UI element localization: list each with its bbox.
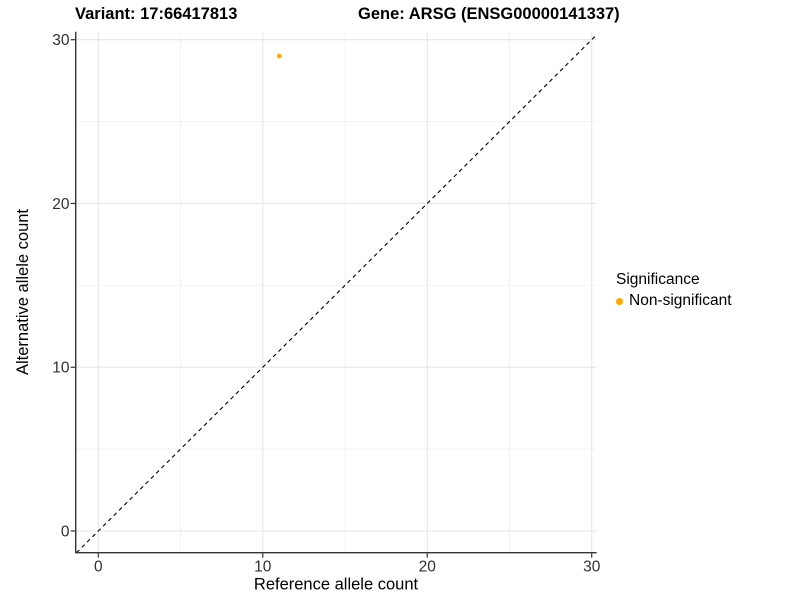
gridlines-major xyxy=(75,31,597,553)
identity-dashed-line xyxy=(76,34,598,554)
identity-line xyxy=(76,34,598,554)
gridlines-minor xyxy=(75,31,597,553)
data-points xyxy=(276,53,282,59)
legend-title: Significance xyxy=(616,271,700,288)
x-axis-title: Reference allele count xyxy=(254,576,419,594)
variant-title: Variant: 17:66417813 xyxy=(75,5,238,23)
gene-title: Gene: ARSG (ENSG00000141337) xyxy=(358,5,620,23)
x-tick-label: 20 xyxy=(419,559,437,576)
legend-item-non-significant: Non-significant xyxy=(616,292,732,310)
scatter-point xyxy=(276,53,282,59)
x-tick-label: 10 xyxy=(254,559,272,576)
x-tick-label: 30 xyxy=(583,559,601,576)
axis-lines xyxy=(74,31,597,554)
y-tick-label: 20 xyxy=(52,196,70,213)
tick-marks xyxy=(70,39,593,558)
y-tick-label: 10 xyxy=(52,360,70,377)
y-tick-label: 30 xyxy=(52,32,70,49)
y-tick-label: 0 xyxy=(61,524,70,541)
x-tick-label: 0 xyxy=(94,559,103,576)
legend: Significance Non-significant xyxy=(616,271,732,310)
y-axis-title: Alternative allele count xyxy=(14,209,32,375)
tick-labels: 0 10 20 30 0 10 20 30 xyxy=(52,32,600,575)
legend-item-label: Non-significant xyxy=(629,292,732,309)
legend-point-icon xyxy=(616,297,623,305)
